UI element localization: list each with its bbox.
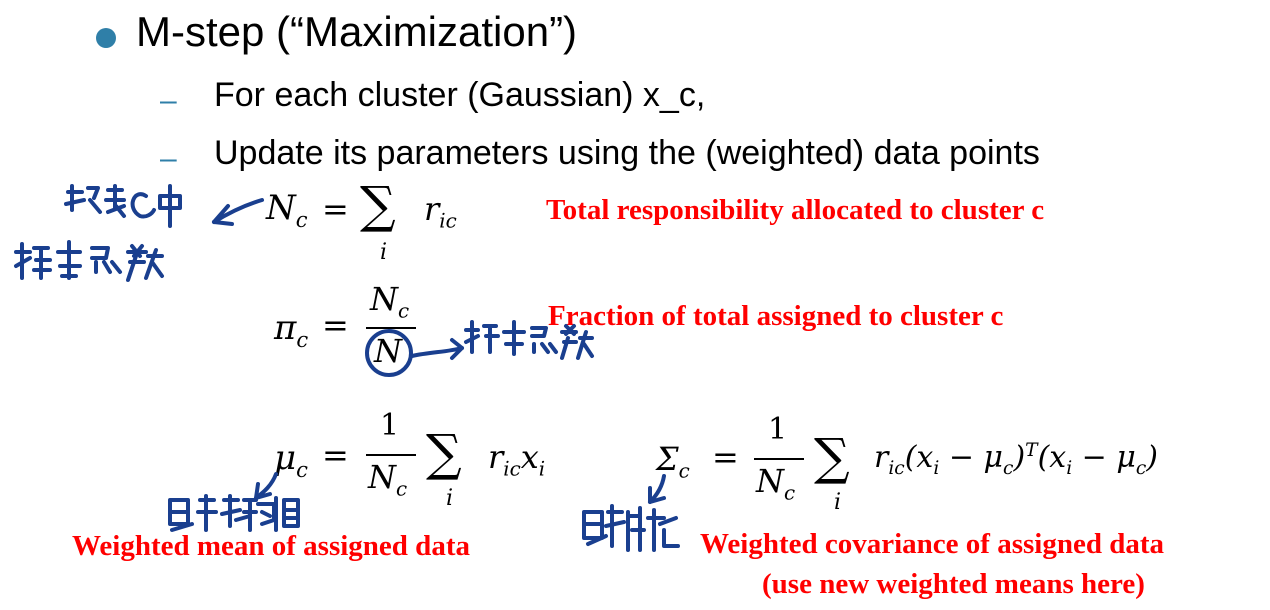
mu-lhs: μc bbox=[274, 438, 308, 482]
sigma-lhs: Σc bbox=[656, 440, 690, 483]
nc-lhs: Nc bbox=[266, 188, 308, 232]
bullet-dot-icon bbox=[96, 28, 116, 48]
sum-index: i bbox=[380, 240, 388, 265]
mu-denominator: Nc bbox=[368, 458, 408, 501]
equals-sign: = bbox=[322, 190, 349, 228]
arrow-icon bbox=[410, 338, 464, 360]
nc-rhs: ric bbox=[424, 190, 457, 233]
equals-sign: = bbox=[322, 436, 349, 474]
pi-lhs: πc bbox=[274, 308, 309, 352]
handwriting-mu-note bbox=[168, 494, 300, 532]
mu-rhs: ricxi bbox=[488, 438, 546, 481]
sub-bullet-1: For each cluster (Gaussian) x_c, bbox=[214, 76, 706, 114]
mu-numerator: 1 bbox=[380, 408, 400, 443]
fraction-bar bbox=[366, 454, 416, 456]
summation-icon: ∑ bbox=[814, 428, 850, 486]
sigma-annotation-line1: Weighted covariance of assigned data bbox=[700, 528, 1164, 560]
circle-mark-icon bbox=[365, 329, 413, 377]
nc-annotation: Total responsibility allocated to cluste… bbox=[546, 194, 1045, 226]
arrow-icon bbox=[254, 472, 278, 500]
pi-annotation: Fraction of total assigned to cluster c bbox=[548, 300, 1004, 332]
summation-icon: ∑ bbox=[426, 424, 462, 482]
sum-index: i bbox=[834, 490, 842, 515]
pi-numerator: Nc bbox=[370, 280, 410, 323]
arrow-icon bbox=[212, 198, 264, 226]
handwriting-nc-note-line2 bbox=[14, 240, 164, 282]
sigma-annotation-line2: (use new weighted means here) bbox=[762, 568, 1145, 600]
fraction-bar bbox=[366, 327, 416, 329]
dash-icon: – bbox=[160, 84, 177, 117]
equals-sign: = bbox=[712, 438, 739, 476]
handwriting-sigma-note bbox=[582, 504, 680, 552]
fraction-bar bbox=[754, 458, 804, 460]
handwriting-nc-note-line1 bbox=[64, 184, 182, 228]
pi-denominator: N bbox=[374, 332, 402, 370]
sum-index: i bbox=[446, 486, 454, 511]
dash-icon: – bbox=[160, 142, 177, 175]
arrow-icon bbox=[648, 474, 666, 504]
handwriting-n-note bbox=[464, 320, 594, 360]
slide-heading: M-step (“Maximization”) bbox=[136, 8, 578, 55]
sigma-denominator: Nc bbox=[756, 462, 796, 505]
sigma-numerator: 1 bbox=[768, 412, 788, 447]
mu-annotation: Weighted mean of assigned data bbox=[72, 530, 470, 562]
sub-bullet-2: Update its parameters using the (weighte… bbox=[214, 134, 1040, 172]
equals-sign: = bbox=[322, 306, 349, 344]
summation-icon: ∑ bbox=[360, 176, 396, 234]
sigma-rhs: ric(xi − μc)T(xi − μc) bbox=[874, 440, 1158, 479]
